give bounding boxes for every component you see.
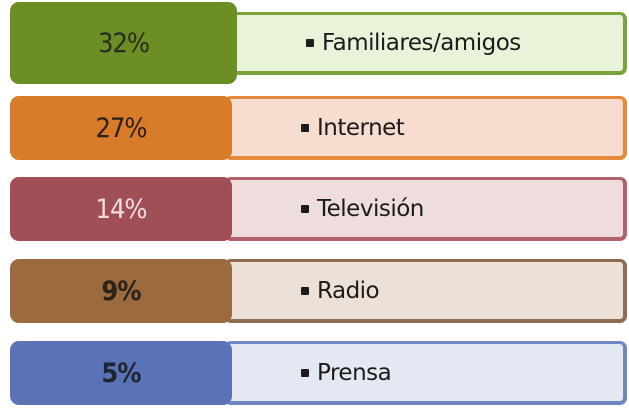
label-text: Familiares/amigos — [322, 30, 521, 56]
label-text: Radio — [317, 277, 380, 304]
bullet — [301, 123, 309, 132]
label-text: Prensa — [317, 359, 392, 386]
label-text: Televisión — [317, 195, 424, 222]
bullet — [301, 204, 309, 213]
percent-box: 27% — [10, 96, 232, 160]
label-box: Internet — [224, 96, 627, 160]
bullet — [301, 368, 309, 377]
label-box: Radio — [224, 259, 627, 323]
percent-box: 32% — [10, 2, 237, 84]
percent-box: 14% — [10, 177, 232, 241]
bullet — [301, 286, 309, 295]
label-box: Familiares/amigos — [229, 12, 627, 75]
label-box: Prensa — [224, 341, 627, 405]
label-box: Televisión — [224, 177, 627, 241]
percent-box: 5% — [10, 341, 232, 405]
label-text: Internet — [317, 114, 405, 141]
percent-box: 9% — [10, 259, 232, 323]
bullet — [306, 39, 314, 47]
